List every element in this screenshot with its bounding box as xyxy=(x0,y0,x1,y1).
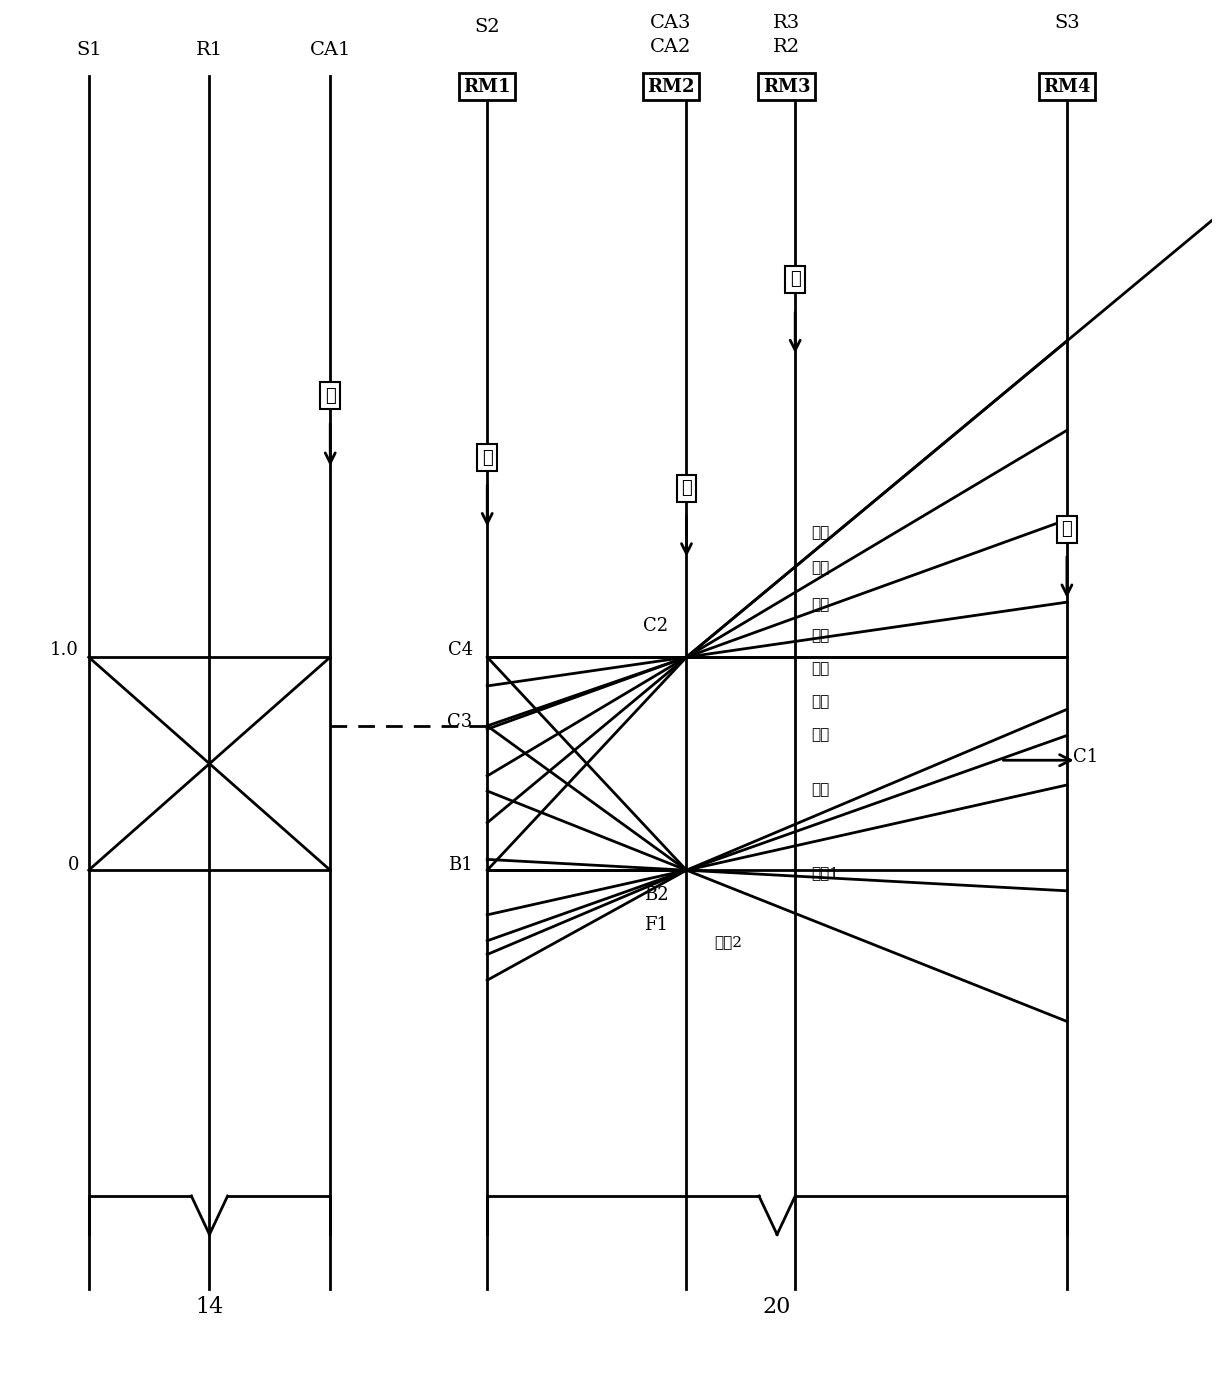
Text: S3: S3 xyxy=(1054,14,1080,32)
Text: 入: 入 xyxy=(482,449,492,467)
Text: RM2: RM2 xyxy=(647,77,694,95)
Text: RM1: RM1 xyxy=(463,77,511,95)
Text: 入: 入 xyxy=(1062,520,1073,538)
Text: 入: 入 xyxy=(325,387,336,405)
Text: CA1: CA1 xyxy=(310,41,351,59)
Text: F1: F1 xyxy=(644,916,669,934)
Text: 20: 20 xyxy=(762,1296,792,1318)
Text: 0: 0 xyxy=(68,856,79,874)
Text: R3: R3 xyxy=(773,14,800,32)
Text: 第八: 第八 xyxy=(811,527,829,541)
Text: C1: C1 xyxy=(1073,748,1098,766)
Text: CA3: CA3 xyxy=(651,14,692,32)
Text: 入: 入 xyxy=(681,479,692,496)
Text: C2: C2 xyxy=(643,617,669,635)
Text: 1.0: 1.0 xyxy=(50,642,79,660)
Text: 第三: 第三 xyxy=(811,696,829,709)
Text: 第六: 第六 xyxy=(811,597,829,611)
Text: 第五: 第五 xyxy=(811,629,829,643)
Text: B1: B1 xyxy=(447,856,473,874)
Text: CA2: CA2 xyxy=(651,39,692,57)
Text: 第二: 第二 xyxy=(811,729,829,743)
Text: 第四: 第四 xyxy=(811,662,829,676)
Text: S2: S2 xyxy=(474,18,500,36)
Text: C4: C4 xyxy=(447,642,473,660)
Text: R2: R2 xyxy=(773,39,800,57)
Text: B2: B2 xyxy=(643,887,669,904)
Text: RM3: RM3 xyxy=(762,77,811,95)
Text: S1: S1 xyxy=(75,41,101,59)
Text: C3: C3 xyxy=(447,712,473,730)
Text: 14: 14 xyxy=(196,1296,224,1318)
Text: 第七: 第七 xyxy=(811,560,829,575)
Text: 反內2: 反內2 xyxy=(714,935,742,949)
Text: 反內1: 反內1 xyxy=(811,866,839,880)
Text: RM4: RM4 xyxy=(1043,77,1091,95)
Text: R1: R1 xyxy=(196,41,223,59)
Text: 出: 出 xyxy=(790,270,800,288)
Text: 第一: 第一 xyxy=(811,784,829,798)
